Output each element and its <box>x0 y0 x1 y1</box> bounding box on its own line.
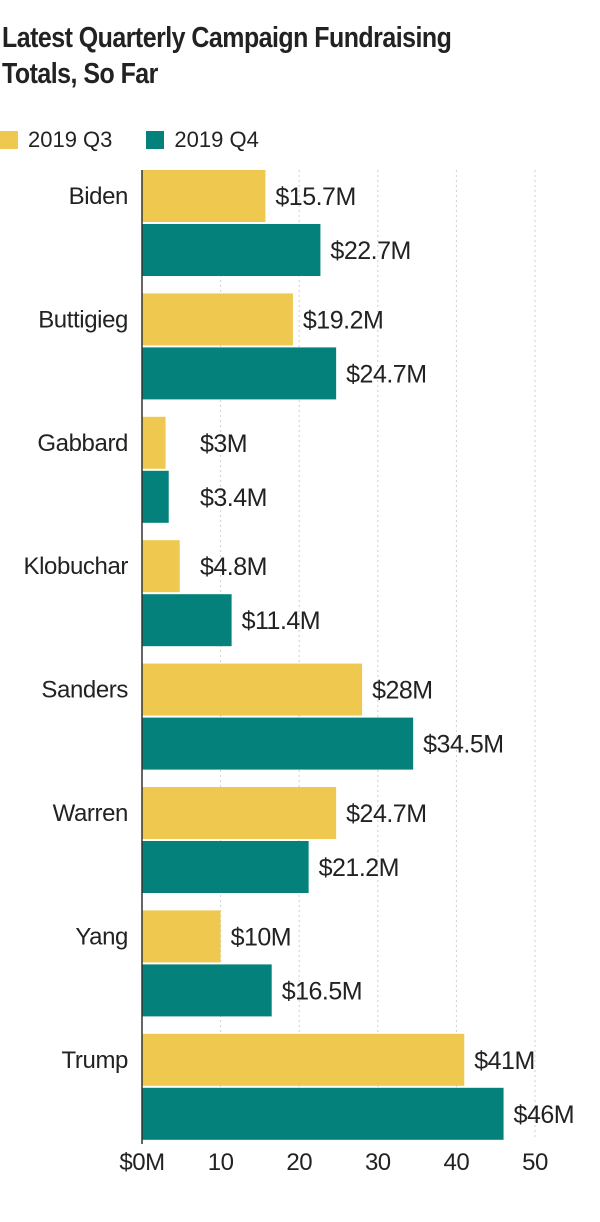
legend-swatch-q4 <box>146 131 165 149</box>
bar-yang-q3 <box>142 910 221 963</box>
bar-trump-q3 <box>142 1033 465 1086</box>
bar-buttigieg-q3 <box>142 293 293 346</box>
category-label-sanders: Sanders <box>41 677 128 704</box>
value-label-klobuchar-q4: $11.4M <box>242 607 321 635</box>
bar-sanders-q4 <box>142 717 414 770</box>
bar-buttigieg-q4 <box>142 347 337 400</box>
x-tick-label-10: 10 <box>208 1149 234 1176</box>
bar-klobuchar-q4 <box>142 594 232 647</box>
legend-item-q3: 2019 Q3 <box>0 127 112 153</box>
bar-gabbard-q3 <box>142 416 166 469</box>
value-label-buttigieg-q3: $19.2M <box>303 306 383 334</box>
bar-klobuchar-q3 <box>142 540 180 593</box>
chart-legend: 2019 Q3 2019 Q4 <box>0 124 293 156</box>
legend-swatch-q3 <box>0 131 18 149</box>
bar-warren-q3 <box>142 787 337 839</box>
value-label-gabbard-q3: $3M <box>200 430 247 458</box>
value-label-yang-q3: $10M <box>231 923 292 951</box>
category-label-buttigieg: Buttigieg <box>38 306 128 333</box>
legend-item-q4: 2019 Q4 <box>146 127 259 153</box>
category-label-warren: Warren <box>53 800 128 827</box>
legend-label-q3: 2019 Q3 <box>28 127 113 152</box>
chart-title: Latest Quarterly Campaign Fundraising To… <box>2 22 452 90</box>
bar-yang-q4 <box>142 964 272 1017</box>
value-label-yang-q4: $16.5M <box>282 977 362 1005</box>
category-label-yang: Yang <box>75 923 128 950</box>
value-label-sanders-q3: $28M <box>372 677 433 705</box>
value-label-biden-q3: $15.7M <box>275 183 355 211</box>
value-label-trump-q3: $41M <box>474 1047 535 1075</box>
value-label-buttigieg-q4: $24.7M <box>346 360 426 388</box>
bar-warren-q4 <box>142 841 309 893</box>
x-tick-label-50: 50 <box>522 1149 548 1176</box>
value-label-trump-q4: $46M <box>514 1101 575 1129</box>
value-label-biden-q4: $22.7M <box>330 237 410 265</box>
bar-sanders-q3 <box>142 663 363 716</box>
legend-label-q4: 2019 Q4 <box>174 127 259 152</box>
value-label-sanders-q4: $34.5M <box>423 731 503 759</box>
x-tick-label-0: $0M <box>119 1149 164 1176</box>
category-label-trump: Trump <box>62 1047 129 1074</box>
value-label-warren-q4: $21.2M <box>319 854 399 882</box>
bar-gabbard-q4 <box>142 470 169 523</box>
category-label-klobuchar: Klobuchar <box>24 553 129 580</box>
bar-trump-q4 <box>142 1087 504 1140</box>
x-tick-label-30: 30 <box>365 1149 391 1176</box>
bar-biden-q4 <box>142 224 321 276</box>
value-label-warren-q3: $24.7M <box>346 800 426 828</box>
value-label-gabbard-q4: $3.4M <box>200 484 267 512</box>
value-label-klobuchar-q3: $4.8M <box>200 553 267 581</box>
bar-biden-q3 <box>142 170 266 222</box>
x-tick-label-40: 40 <box>444 1149 470 1176</box>
category-label-gabbard: Gabbard <box>37 430 128 457</box>
category-label-biden: Biden <box>69 183 128 210</box>
x-tick-label-20: 20 <box>286 1149 312 1176</box>
